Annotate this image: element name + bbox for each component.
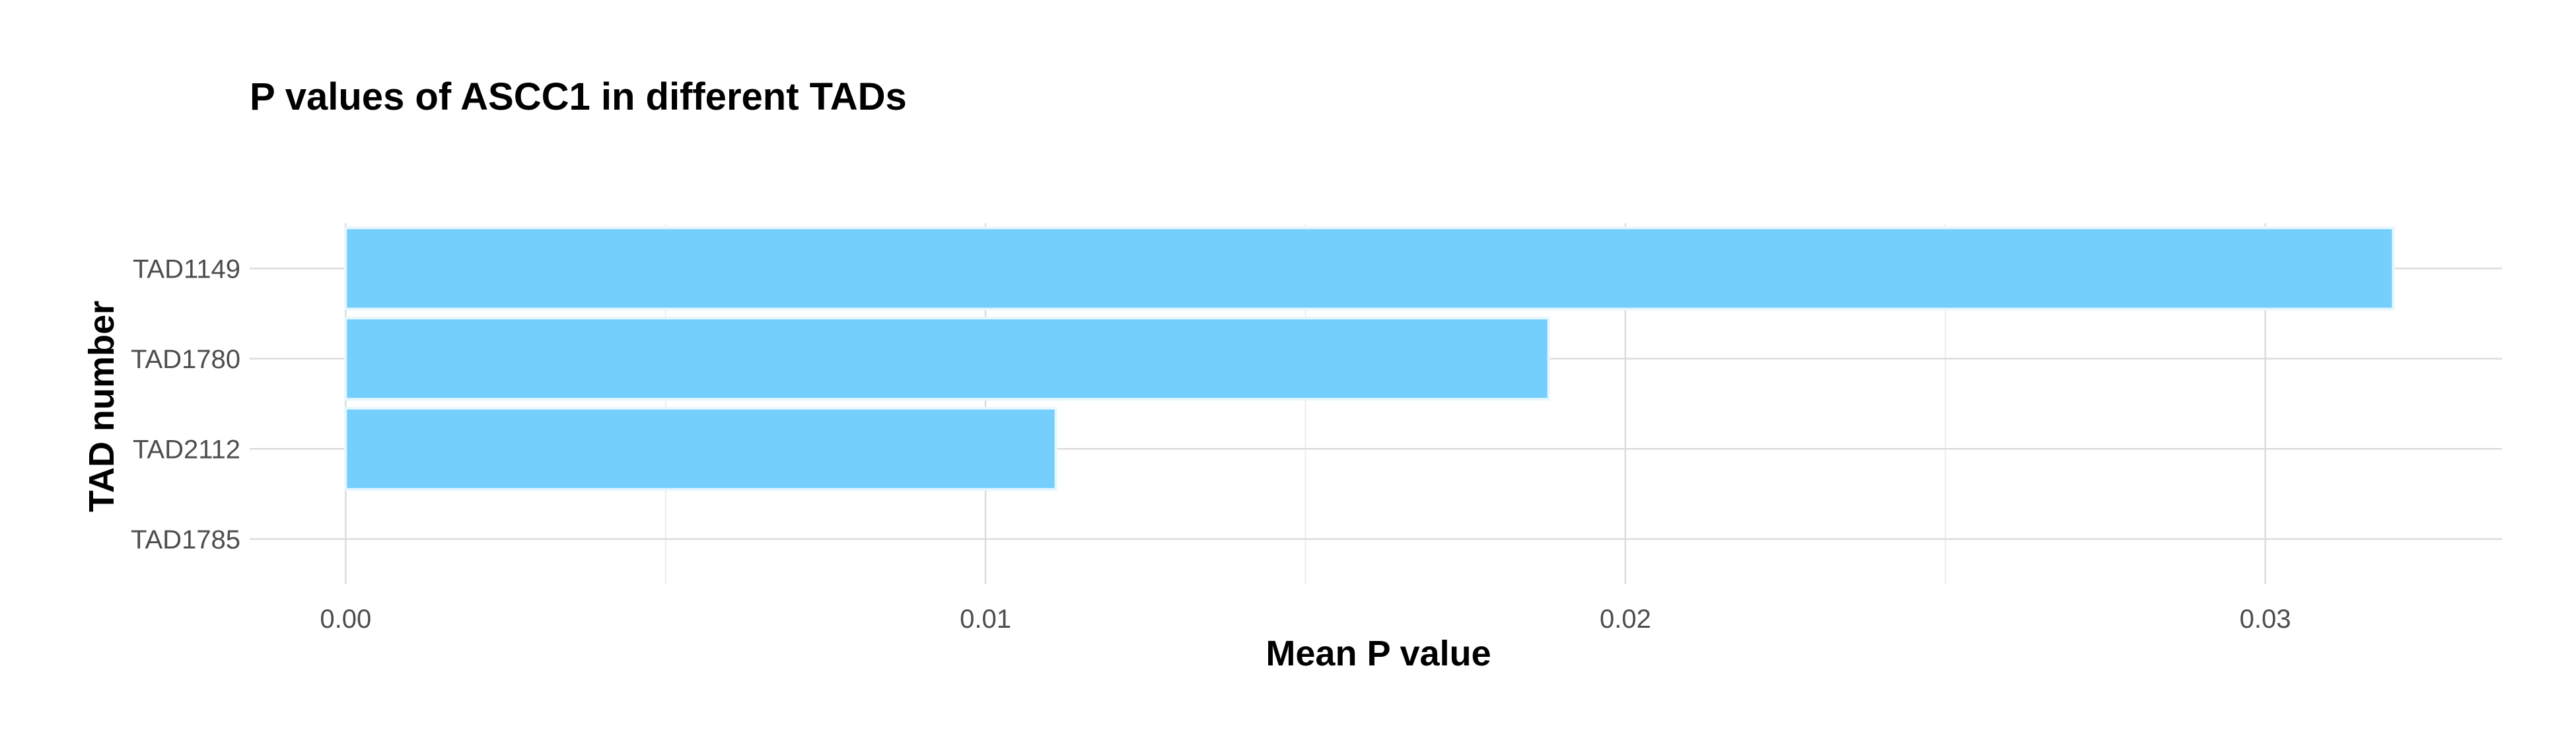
x-tick-label: 0.03 bbox=[2240, 605, 2291, 634]
bar-tad1149 bbox=[344, 226, 2395, 311]
x-tick-label: 0.00 bbox=[320, 605, 371, 634]
x-tick-label: 0.02 bbox=[1600, 605, 1651, 634]
bar-tad2112 bbox=[344, 406, 1057, 491]
y-tick-label: TAD1785 bbox=[131, 525, 240, 554]
x-axis-title: Mean P value bbox=[1266, 634, 1491, 673]
bar-tad1780 bbox=[344, 317, 1550, 401]
y-tick-labels: TAD1149 TAD1780 TAD2112 TAD1785 bbox=[131, 254, 240, 554]
x-tick-labels: 0.00 0.01 0.02 0.03 bbox=[320, 605, 2291, 634]
y-tick-label: TAD2112 bbox=[133, 435, 240, 464]
chart-title: P values of ASCC1 in different TADs bbox=[250, 75, 907, 118]
y-axis-title: TAD number bbox=[82, 301, 122, 512]
y-tick-label: TAD1149 bbox=[133, 254, 240, 283]
x-tick-label: 0.01 bbox=[960, 605, 1011, 634]
bars bbox=[344, 226, 2395, 491]
y-tick-label: TAD1780 bbox=[131, 345, 240, 374]
